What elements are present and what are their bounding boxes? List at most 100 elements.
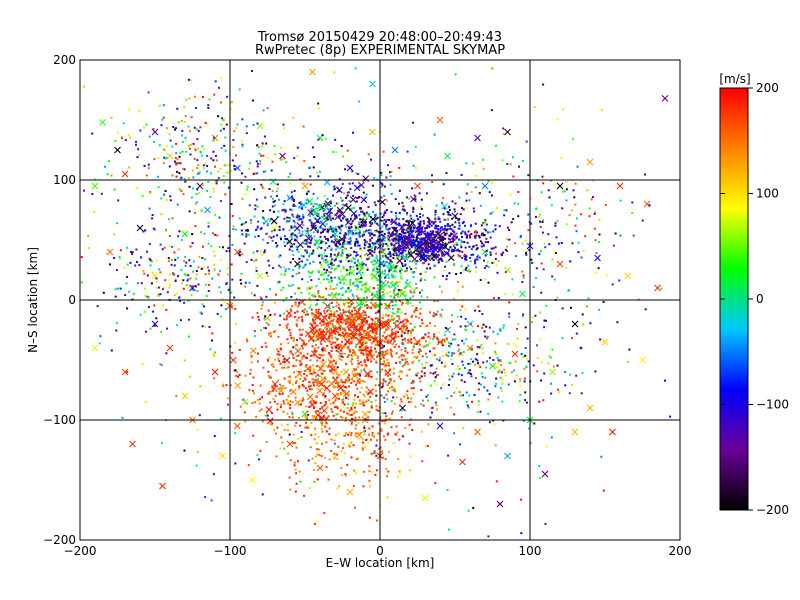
data-point-dot	[289, 382, 291, 384]
data-point-dot	[341, 252, 344, 255]
data-point-dot	[404, 312, 407, 315]
data-point-dot	[484, 241, 487, 243]
data-point-dot	[312, 205, 315, 208]
data-point-dot	[362, 223, 365, 226]
data-point-dot	[581, 371, 584, 374]
data-point-dot	[335, 230, 338, 232]
data-point-dot	[368, 465, 371, 468]
data-point-dot	[261, 254, 264, 257]
data-point-dot	[443, 269, 446, 272]
data-point-dot	[525, 253, 528, 256]
data-point-dot	[307, 313, 309, 316]
data-point-dot	[381, 183, 384, 186]
data-point-dot	[418, 348, 421, 351]
data-point-dot	[256, 312, 259, 314]
data-point-dot	[386, 496, 389, 499]
data-point-dot	[405, 358, 408, 360]
data-point-dot	[294, 424, 297, 427]
data-point-dot	[323, 272, 326, 275]
data-point-dot	[451, 320, 453, 323]
data-point-dot	[332, 150, 335, 153]
data-point-dot	[369, 248, 372, 251]
data-point-dot	[179, 178, 182, 181]
data-point-dot	[374, 336, 377, 339]
data-point-dot	[470, 375, 473, 378]
data-point-dot	[341, 391, 344, 394]
data-point-dot	[383, 223, 386, 226]
data-point-dot	[303, 372, 306, 375]
data-point-dot	[474, 358, 477, 361]
data-point-dot	[351, 194, 354, 197]
data-point-dot	[391, 328, 394, 331]
data-point-dot	[91, 132, 94, 135]
data-point-dot	[531, 316, 534, 319]
data-point-dot	[342, 327, 345, 330]
data-point-dot	[420, 198, 423, 201]
data-point-dot	[299, 234, 302, 237]
data-point-dot	[345, 269, 348, 272]
data-point-dot	[320, 421, 323, 424]
data-point-dot	[365, 253, 368, 255]
data-point-dot	[263, 249, 266, 252]
data-point-cross	[129, 440, 136, 448]
data-point-dot	[256, 162, 259, 165]
data-point-dot	[309, 385, 312, 388]
data-point-dot	[390, 210, 393, 213]
data-point-dot	[351, 220, 354, 223]
data-point-dot	[304, 426, 307, 429]
data-point-dot	[433, 312, 435, 315]
data-point-dot	[445, 260, 448, 263]
data-point-dot	[467, 269, 470, 272]
data-point-dot	[173, 251, 176, 254]
data-point-dot	[390, 400, 393, 403]
data-point-dot	[355, 403, 358, 406]
data-point-dot	[485, 250, 488, 252]
data-point-dot	[404, 260, 406, 263]
data-point-dot	[319, 417, 322, 420]
data-point-dot	[330, 248, 333, 251]
data-point-dot	[424, 333, 427, 336]
data-point-dot	[299, 378, 302, 381]
data-point-dot	[358, 223, 360, 226]
data-point-dot	[428, 350, 431, 353]
data-point-dot	[392, 240, 395, 242]
data-point-dot	[385, 468, 388, 470]
data-point-dot	[304, 414, 307, 417]
data-point-dot	[506, 245, 508, 248]
data-point-dot	[130, 250, 133, 253]
data-point-dot	[315, 285, 318, 288]
data-point-dot	[477, 403, 480, 406]
data-point-dot	[346, 273, 349, 276]
data-point-dot	[280, 436, 283, 439]
data-point-dot	[329, 294, 332, 297]
data-point-dot	[406, 341, 409, 344]
data-point-dot	[434, 371, 437, 374]
data-point-dot	[457, 354, 460, 357]
data-point-dot	[188, 97, 191, 100]
data-point-dot	[358, 332, 361, 335]
data-point-dot	[236, 370, 239, 373]
data-point-dot	[172, 273, 175, 276]
data-point-dot	[393, 317, 396, 320]
data-point-dot	[256, 284, 259, 287]
data-point-dot	[295, 421, 298, 424]
data-point-dot	[308, 367, 311, 370]
data-point-dot	[323, 370, 326, 372]
data-point-dot	[300, 436, 303, 439]
data-point-dot	[350, 406, 353, 409]
data-point-dot	[310, 221, 313, 224]
data-point-dot	[363, 213, 366, 216]
data-point-dot	[426, 192, 428, 195]
data-point-dot	[396, 281, 399, 284]
data-point-dot	[359, 267, 362, 270]
data-point-dot	[117, 287, 120, 290]
data-point-dot	[308, 297, 311, 300]
data-point-dot	[302, 255, 305, 258]
data-point-dot	[162, 286, 165, 289]
data-point-dot	[178, 230, 181, 233]
data-point-dot	[446, 274, 448, 277]
data-point-dot	[357, 308, 360, 311]
data-point-dot	[385, 209, 388, 211]
data-point-dot	[360, 345, 363, 348]
data-point-dot	[268, 235, 271, 238]
